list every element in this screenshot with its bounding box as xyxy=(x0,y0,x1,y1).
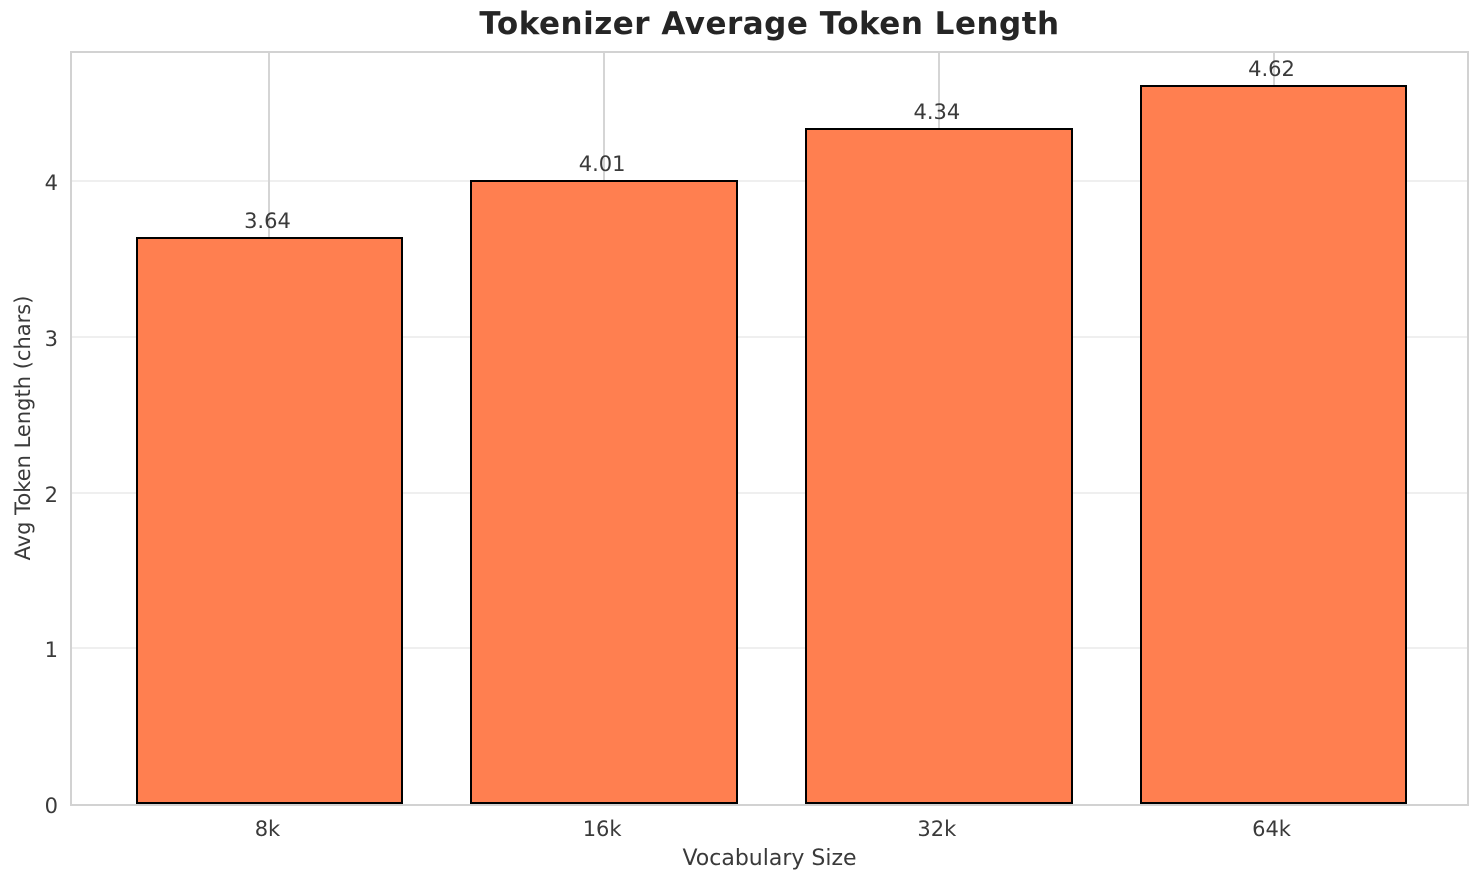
horizontal-gridline xyxy=(72,180,1467,183)
chart-title: Tokenizer Average Token Length xyxy=(479,6,1060,42)
horizontal-gridline xyxy=(72,647,1467,650)
horizontal-gridline xyxy=(72,336,1467,338)
y-tick-label: 3 xyxy=(44,326,58,351)
bar-value-label: 3.64 xyxy=(244,209,291,234)
y-tick-label: 4 xyxy=(44,171,58,196)
y-tick-label: 2 xyxy=(44,482,58,507)
bar-value-label: 4.01 xyxy=(578,151,626,176)
y-tick-label: 1 xyxy=(44,638,58,663)
plot-area xyxy=(70,51,1469,806)
y-tick-label: 0 xyxy=(44,794,58,818)
bar-64k xyxy=(1139,84,1408,804)
bar-value-label: 4.62 xyxy=(1248,56,1295,81)
bar-16k xyxy=(470,179,739,804)
x-tick-label: 64k xyxy=(1252,817,1291,841)
bar-32k xyxy=(804,128,1073,804)
x-axis-label: Vocabulary Size xyxy=(682,846,857,871)
x-tick-label: 8k xyxy=(254,817,281,841)
bar-value-label: 4.34 xyxy=(913,100,961,125)
bar-8k xyxy=(135,237,404,804)
x-tick-label: 32k xyxy=(917,817,957,841)
x-tick-label: 16k xyxy=(582,817,622,841)
horizontal-gridline xyxy=(72,491,1467,494)
